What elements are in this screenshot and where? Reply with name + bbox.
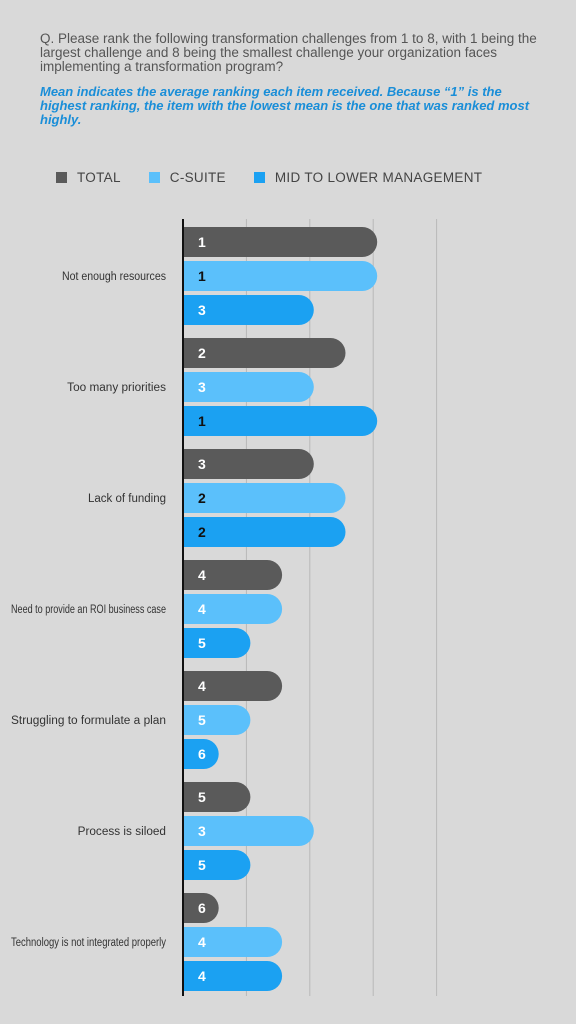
bar [168,961,283,991]
category-label: Need to provide an ROI business case [11,604,166,616]
data-label: 5 [198,712,206,728]
question-text: Q. Please rank the following transformat… [40,31,537,74]
data-label: 2 [198,524,206,540]
data-label: 4 [198,601,206,617]
data-label: 1 [198,268,206,284]
category-label: Too many priorities [67,382,166,394]
bar [168,850,251,880]
bar [168,705,251,735]
data-label: 4 [198,968,206,984]
data-label: 5 [198,857,206,873]
bar [168,517,346,547]
bar [168,338,346,368]
legend-label-csuite: C-SUITE [169,170,226,185]
category-label: Process is siloed [78,826,166,838]
category-label: Technology is not integrated properly [11,937,166,949]
methodology-note: Mean indicates the average ranking each … [40,84,530,127]
data-label: 6 [198,900,206,916]
data-label: 5 [198,635,206,651]
bar [168,782,251,812]
data-label: 3 [198,456,206,472]
legend-label-mid: MID TO LOWER MANAGEMENT [274,170,483,185]
bar [168,483,346,513]
legend-swatch-csuite [148,172,160,183]
legend-label-total: TOTAL [77,170,121,185]
axis-mask [167,219,183,996]
bar [168,927,283,957]
legend-item-mid: MID TO LOWER MANAGEMENT [253,170,483,185]
legend: TOTAL C-SUITE MID TO LOWER MANAGEMENT [56,170,510,185]
data-label: 4 [198,934,206,950]
data-label: 3 [198,823,206,839]
data-label: 1 [198,234,206,250]
bar [168,560,283,590]
bar [168,816,314,846]
bar [168,227,378,257]
bar [168,671,283,701]
data-label: 3 [198,379,206,395]
bar [168,406,378,436]
bar [168,261,378,291]
legend-item-csuite: C-SUITE [148,170,226,185]
bar [168,628,251,658]
data-label: 2 [198,345,206,361]
category-label: Not enough resources [62,271,166,283]
category-label: Lack of funding [88,493,166,505]
data-label: 4 [198,678,206,694]
bar [168,594,283,624]
bar [168,295,314,325]
data-label: 3 [198,302,206,318]
legend-swatch-total [56,172,67,183]
legend-swatch-mid [253,172,265,183]
data-label: 4 [198,567,206,583]
legend-item-total: TOTAL [56,170,121,185]
bar [168,449,314,479]
data-label: 2 [198,490,206,506]
data-label: 6 [198,746,206,762]
data-label: 1 [198,413,206,429]
data-label: 5 [198,789,206,805]
category-label: Struggling to formulate a plan [11,715,166,727]
bar [168,372,314,402]
